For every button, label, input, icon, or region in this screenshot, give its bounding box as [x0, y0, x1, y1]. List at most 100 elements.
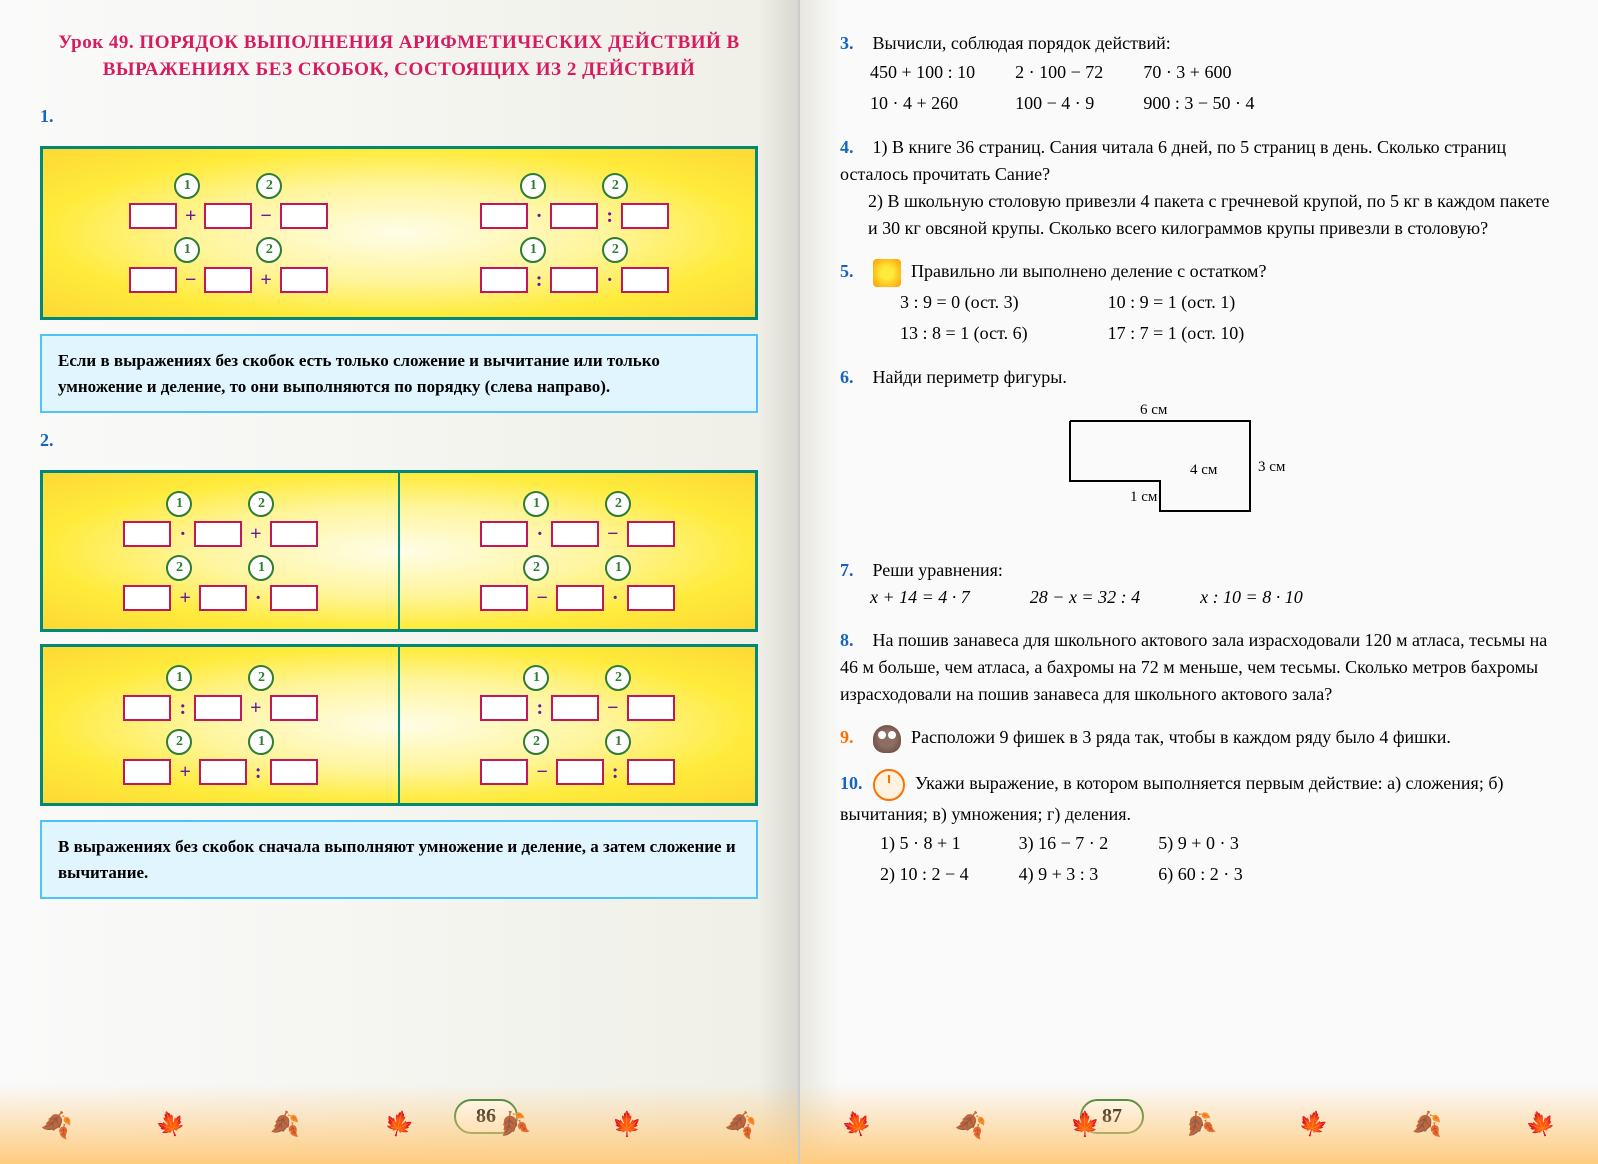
expression-column: 1) 5 · 8 + 12) 10 : 2 − 4	[880, 828, 969, 889]
operator: ·	[177, 523, 188, 546]
expression: 4) 9 + 3 : 3	[1019, 859, 1109, 890]
exercise-number: 7.	[840, 557, 868, 584]
expression: 10 · 4 + 260	[870, 88, 975, 119]
exercise-9: 9. Расположи 9 фишек в 3 ряда так, чтобы…	[840, 724, 1558, 753]
exercise-number: 1.	[40, 103, 68, 130]
blank-box[interactable]	[199, 759, 247, 785]
diagram-2b: 12:+21+:12:−21−:	[40, 644, 758, 806]
blank-box[interactable]	[550, 203, 598, 229]
operator: :	[534, 697, 545, 720]
blank-box[interactable]	[280, 267, 328, 293]
expression: 900 : 3 − 50 · 4	[1143, 88, 1254, 119]
operator: +	[177, 587, 192, 610]
blank-box[interactable]	[627, 521, 675, 547]
order-circle: 1	[523, 665, 549, 691]
exercise-text: Реши уравнения:	[873, 560, 1003, 580]
order-circle: 2	[605, 665, 631, 691]
order-circle: 2	[523, 729, 549, 755]
exercise-text: Расположи 9 фишек в 3 ряда так, чтобы в …	[911, 727, 1451, 747]
operator: :	[253, 761, 264, 784]
operator: −	[605, 697, 620, 720]
expression-column: 3 : 9 = 0 (ост. 3)13 : 8 = 1 (ост. 6)	[900, 287, 1028, 348]
rule-box-2: В выражениях без скобок сначала выполняю…	[40, 820, 758, 899]
expression: 450 + 100 : 10	[870, 57, 975, 88]
order-circle: 1	[174, 173, 200, 199]
equation: x : 10 = 8 · 10	[1200, 584, 1303, 611]
blank-box[interactable]	[480, 585, 528, 611]
order-circle: 1	[520, 173, 546, 199]
order-circle: 2	[602, 173, 628, 199]
blank-box[interactable]	[123, 521, 171, 547]
order-circle: 1	[166, 665, 192, 691]
blank-box[interactable]	[270, 695, 318, 721]
expression: 13 : 8 = 1 (ост. 6)	[900, 318, 1028, 349]
lesson-title: Урок 49. ПОРЯДОК ВЫПОЛНЕНИЯ АРИФМЕТИЧЕСК…	[40, 30, 758, 83]
expression: 2 · 100 − 72	[1015, 57, 1103, 88]
blank-box[interactable]	[480, 267, 528, 293]
footer-decoration: 🍂🍁🍂🍁🍂🍁🍂	[0, 1084, 798, 1164]
exercise-number: 3.	[840, 30, 868, 57]
blank-box[interactable]	[270, 521, 318, 547]
blank-box[interactable]	[621, 203, 669, 229]
blank-box[interactable]	[123, 695, 171, 721]
exercise-6: 6. Найди периметр фигуры. 6 см 3 см 4 см…	[840, 364, 1558, 541]
expression: 5) 9 + 0 · 3	[1158, 828, 1243, 859]
operator: +	[183, 205, 198, 228]
blank-box[interactable]	[270, 759, 318, 785]
operator: −	[534, 761, 549, 784]
blank-box[interactable]	[480, 521, 528, 547]
blank-box[interactable]	[621, 267, 669, 293]
blank-box[interactable]	[129, 203, 177, 229]
order-circle: 2	[523, 555, 549, 581]
clock-icon	[873, 769, 905, 801]
blank-box[interactable]	[551, 521, 599, 547]
operator: +	[177, 761, 192, 784]
operator: +	[248, 523, 263, 546]
operator: −	[534, 587, 549, 610]
expression-column: 2 · 100 − 72100 − 4 · 9	[1015, 57, 1103, 118]
blank-box[interactable]	[627, 759, 675, 785]
exercise-number: 4.	[840, 134, 868, 161]
blank-box[interactable]	[556, 759, 604, 785]
blank-box[interactable]	[480, 759, 528, 785]
exercise-text: На пошив занавеса для школьного актового…	[840, 630, 1547, 704]
expression-column: 10 : 9 = 1 (ост. 1)17 : 7 = 1 (ост. 10)	[1108, 287, 1245, 348]
blank-box[interactable]	[123, 759, 171, 785]
blank-box[interactable]	[551, 695, 599, 721]
blank-box[interactable]	[480, 695, 528, 721]
blank-box[interactable]	[194, 521, 242, 547]
diagram-1: 12+−12·:12−+12:·	[40, 146, 758, 320]
blank-box[interactable]	[280, 203, 328, 229]
blank-box[interactable]	[123, 585, 171, 611]
blank-box[interactable]	[550, 267, 598, 293]
expression-column: 450 + 100 : 1010 · 4 + 260	[870, 57, 975, 118]
blank-box[interactable]	[480, 203, 528, 229]
page-left: Урок 49. ПОРЯДОК ВЫПОЛНЕНИЯ АРИФМЕТИЧЕСК…	[0, 0, 800, 1164]
blank-box[interactable]	[194, 695, 242, 721]
blank-box[interactable]	[204, 203, 252, 229]
order-circle: 2	[256, 237, 282, 263]
operator: −	[258, 205, 273, 228]
exercise-text: 2) В школьную столовую привезли 4 пакета…	[868, 188, 1558, 242]
blank-box[interactable]	[627, 695, 675, 721]
blank-box[interactable]	[627, 585, 675, 611]
diagram-2a: 12·+21+·12·−21−·	[40, 470, 758, 632]
blank-box[interactable]	[129, 267, 177, 293]
expression: 100 − 4 · 9	[1015, 88, 1103, 119]
page-right: 3. Вычисли, соблюдая порядок действий: 4…	[800, 0, 1598, 1164]
equation: 28 − x = 32 : 4	[1030, 584, 1140, 611]
order-circle: 2	[605, 491, 631, 517]
dim-label: 3 см	[1258, 456, 1285, 479]
blank-box[interactable]	[199, 585, 247, 611]
exercise-5: 5. Правильно ли выполнено деление с оста…	[840, 258, 1558, 348]
blank-box[interactable]	[204, 267, 252, 293]
expression-column: 70 · 3 + 600900 : 3 − 50 · 4	[1143, 57, 1254, 118]
operator: +	[258, 269, 273, 292]
dim-label: 6 см	[1140, 399, 1167, 422]
exercise-text: Вычисли, соблюдая порядок действий:	[873, 33, 1171, 53]
exercise-number: 5.	[840, 258, 868, 285]
blank-box[interactable]	[270, 585, 318, 611]
exercise-number: 10.	[840, 770, 868, 797]
blank-box[interactable]	[556, 585, 604, 611]
exercise-text: 1) В книге 36 страниц. Сания читала 6 дн…	[840, 137, 1506, 184]
